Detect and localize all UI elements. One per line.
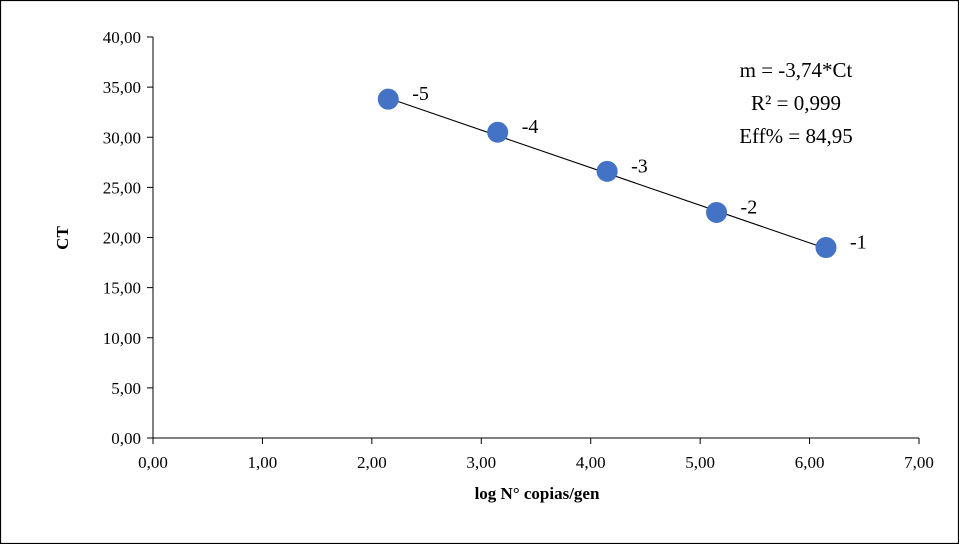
data-point — [596, 160, 618, 182]
x-tick-label: 3,00 — [466, 453, 496, 472]
y-tick-label: 40,00 — [103, 28, 141, 47]
data-point — [815, 237, 837, 259]
points-layer — [377, 88, 837, 259]
x-axis-title: log N° copias/gen — [475, 484, 600, 503]
efficiency-annotation: Eff% = 84,95 — [739, 124, 853, 148]
y-tick-label: 20,00 — [103, 229, 141, 248]
x-tick-label: 1,00 — [248, 453, 278, 472]
data-point-label: -4 — [522, 116, 539, 138]
data-point-label: -1 — [850, 232, 867, 254]
data-point — [706, 201, 728, 223]
axes-layer: 0,00 5,00 10,00 15,00 20,00 25,00 30,00 35,00 40… — [103, 28, 934, 472]
data-point — [377, 88, 399, 110]
y-tick-label: 0,00 — [111, 429, 141, 448]
point-labels-layer: -5 -4 -3 -2 -1 — [412, 83, 866, 253]
y-tick-label: 10,00 — [103, 329, 141, 348]
x-tick-label: 4,00 — [576, 453, 606, 472]
data-point — [487, 121, 509, 143]
y-axis-title: CT — [53, 226, 72, 250]
slope-annotation: m = -3,74*Ct — [740, 58, 853, 82]
y-tick-label: 5,00 — [111, 379, 141, 398]
r-squared-annotation: R² = 0,999 — [751, 91, 841, 115]
x-tick-label: 7,00 — [904, 453, 934, 472]
x-tick-label: 2,00 — [357, 453, 387, 472]
x-tick-label: 5,00 — [685, 453, 715, 472]
x-tick-label: 6,00 — [795, 453, 825, 472]
data-point-label: -3 — [631, 155, 648, 177]
x-tick-label: 0,00 — [138, 453, 168, 472]
y-tick-label: 25,00 — [103, 178, 141, 197]
data-point-label: -5 — [412, 83, 429, 105]
data-point-label: -2 — [741, 196, 758, 218]
y-tick-label: 15,00 — [103, 279, 141, 298]
y-tick-label: 35,00 — [103, 78, 141, 97]
y-tick-label: 30,00 — [103, 128, 141, 147]
